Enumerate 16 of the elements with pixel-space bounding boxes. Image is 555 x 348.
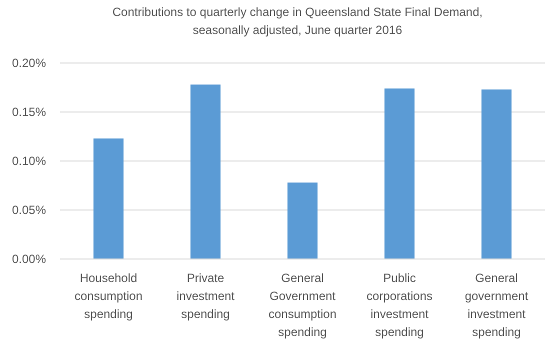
y-tick-label: 0.15% bbox=[12, 105, 46, 120]
bar bbox=[287, 182, 318, 259]
x-tick-label: General Government consumption spending bbox=[268, 271, 337, 339]
y-tick-label: 0.05% bbox=[12, 203, 46, 218]
x-tick-label: Public corporations investment spending bbox=[366, 271, 433, 339]
y-tick-label: 0.00% bbox=[12, 252, 46, 266]
y-tick-label: 0.20% bbox=[12, 56, 46, 70]
y-tick-label: 0.10% bbox=[12, 154, 46, 168]
x-tick-label: Household consumption spending bbox=[74, 271, 143, 321]
bar bbox=[93, 138, 124, 259]
bar bbox=[190, 84, 221, 259]
bar bbox=[481, 89, 512, 259]
x-tick-label: Private investment spending bbox=[176, 271, 236, 321]
chart-title: Contributions to quarterly change in Queensland State Final Demand, seasonally adjusted, June quarter 2016 bbox=[112, 5, 483, 37]
x-tick-label: General government investment spending bbox=[464, 271, 529, 339]
bar bbox=[384, 88, 415, 259]
